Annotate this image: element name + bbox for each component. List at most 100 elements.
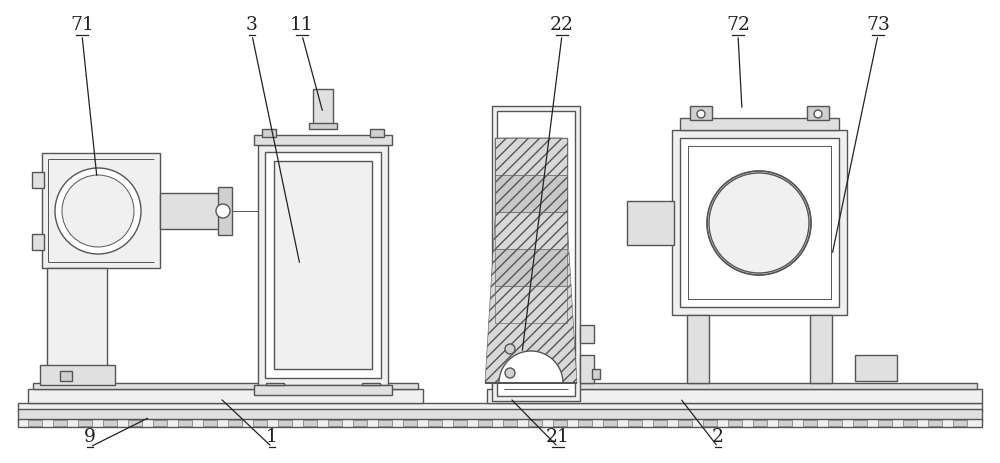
- Bar: [253, 420, 267, 426]
- Bar: [60, 371, 72, 381]
- Text: 1: 1: [266, 428, 278, 446]
- Bar: [653, 420, 667, 426]
- Bar: [378, 420, 392, 426]
- Bar: [32, 172, 44, 188]
- Bar: [903, 420, 917, 426]
- Circle shape: [709, 173, 809, 273]
- Circle shape: [55, 168, 141, 254]
- Bar: [703, 420, 717, 426]
- Bar: [428, 420, 442, 426]
- Text: 3: 3: [246, 16, 258, 34]
- Polygon shape: [495, 138, 567, 175]
- Bar: [153, 420, 167, 426]
- Bar: [828, 420, 842, 426]
- Bar: [580, 355, 594, 383]
- Circle shape: [216, 204, 230, 218]
- Bar: [687, 315, 709, 383]
- Bar: [495, 138, 567, 323]
- Bar: [628, 420, 642, 426]
- Bar: [688, 146, 831, 299]
- Bar: [592, 369, 600, 379]
- Bar: [603, 420, 617, 426]
- Bar: [953, 420, 967, 426]
- Bar: [218, 187, 232, 235]
- Bar: [578, 420, 592, 426]
- Bar: [203, 420, 217, 426]
- Bar: [807, 106, 829, 120]
- Bar: [753, 420, 767, 426]
- Bar: [265, 152, 381, 378]
- Text: 21: 21: [546, 428, 570, 446]
- Ellipse shape: [709, 173, 809, 273]
- Bar: [278, 420, 292, 426]
- Polygon shape: [485, 138, 577, 383]
- Bar: [803, 420, 817, 426]
- Bar: [853, 420, 867, 426]
- Bar: [274, 161, 372, 369]
- Bar: [690, 106, 712, 120]
- Bar: [254, 385, 392, 395]
- Text: 22: 22: [550, 16, 574, 34]
- Bar: [32, 234, 44, 250]
- Bar: [160, 193, 228, 229]
- Bar: [680, 118, 839, 130]
- Bar: [553, 420, 567, 426]
- Bar: [778, 420, 792, 426]
- Circle shape: [814, 110, 822, 118]
- Bar: [18, 403, 982, 411]
- Bar: [580, 325, 594, 343]
- Bar: [672, 130, 847, 315]
- Bar: [478, 420, 492, 426]
- Bar: [453, 420, 467, 426]
- Bar: [266, 383, 284, 385]
- Polygon shape: [495, 212, 567, 249]
- Bar: [928, 420, 942, 426]
- Text: 11: 11: [290, 16, 314, 34]
- Circle shape: [505, 344, 515, 354]
- Bar: [28, 420, 42, 426]
- Circle shape: [697, 110, 705, 118]
- Bar: [42, 153, 160, 268]
- Bar: [128, 420, 142, 426]
- Bar: [492, 106, 580, 401]
- Bar: [178, 420, 192, 426]
- Bar: [627, 201, 674, 245]
- Bar: [262, 129, 276, 137]
- Bar: [328, 420, 342, 426]
- Bar: [370, 129, 384, 137]
- Bar: [78, 420, 92, 426]
- Bar: [353, 420, 367, 426]
- Bar: [497, 111, 575, 396]
- Bar: [228, 420, 242, 426]
- Bar: [18, 409, 982, 421]
- Bar: [855, 355, 897, 381]
- Bar: [303, 420, 317, 426]
- Bar: [810, 315, 832, 383]
- Bar: [254, 135, 392, 145]
- Circle shape: [505, 368, 515, 378]
- Bar: [678, 420, 692, 426]
- Bar: [53, 420, 67, 426]
- Bar: [309, 123, 337, 129]
- Text: 72: 72: [726, 16, 750, 34]
- Polygon shape: [495, 286, 567, 323]
- Bar: [487, 389, 982, 403]
- Bar: [728, 420, 742, 426]
- Bar: [258, 145, 388, 385]
- Bar: [313, 89, 333, 127]
- Text: 71: 71: [70, 16, 94, 34]
- Bar: [492, 383, 977, 389]
- Text: 2: 2: [712, 428, 724, 446]
- Bar: [878, 420, 892, 426]
- Text: 9: 9: [84, 428, 96, 446]
- Circle shape: [62, 175, 134, 247]
- Polygon shape: [495, 249, 567, 286]
- Bar: [33, 383, 418, 389]
- Circle shape: [707, 171, 811, 275]
- Polygon shape: [495, 175, 567, 212]
- Bar: [503, 420, 517, 426]
- Bar: [40, 365, 115, 385]
- Text: 73: 73: [866, 16, 890, 34]
- Bar: [362, 383, 380, 385]
- Bar: [28, 389, 423, 403]
